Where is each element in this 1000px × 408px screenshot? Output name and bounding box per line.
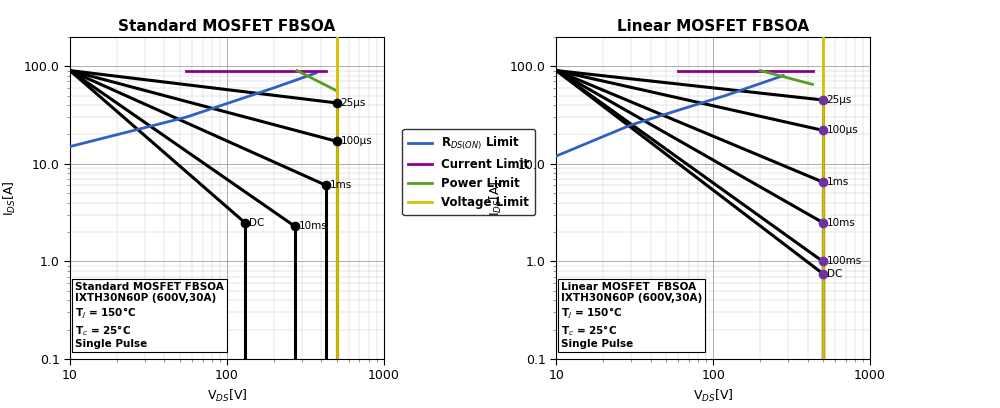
Text: 100μs: 100μs	[827, 125, 858, 135]
Text: 10ms: 10ms	[298, 221, 327, 231]
Y-axis label: I$_{DS}$[A]: I$_{DS}$[A]	[488, 180, 504, 216]
Text: Standard MOSFET FBSOA
IXTH30N60P (600V,30A)
T$_J$ = 150°C
T$_c$ = 25°C
Single Pu: Standard MOSFET FBSOA IXTH30N60P (600V,3…	[75, 282, 223, 349]
X-axis label: V$_{DS}$[V]: V$_{DS}$[V]	[207, 388, 247, 404]
Text: 1ms: 1ms	[330, 180, 352, 191]
Text: 100ms: 100ms	[827, 256, 862, 266]
Text: 25μs: 25μs	[340, 98, 366, 108]
Text: Linear MOSFET  FBSOA
IXTH30N60P (600V,30A)
T$_J$ = 150°C
T$_c$ = 25°C
Single Pul: Linear MOSFET FBSOA IXTH30N60P (600V,30A…	[561, 282, 702, 349]
Text: 100μs: 100μs	[340, 136, 372, 146]
Text: 1ms: 1ms	[827, 177, 849, 187]
Text: 10ms: 10ms	[827, 217, 855, 228]
Text: 25μs: 25μs	[827, 95, 852, 105]
Text: DC: DC	[249, 217, 264, 228]
Text: DC: DC	[827, 268, 842, 279]
Title: Standard MOSFET FBSOA: Standard MOSFET FBSOA	[118, 19, 335, 34]
Y-axis label: I$_{DS}$[A]: I$_{DS}$[A]	[2, 180, 18, 216]
Title: Linear MOSFET FBSOA: Linear MOSFET FBSOA	[617, 19, 809, 34]
Legend: R$_{DS(ON)}$ Limit, Current Limit, Power Limit, Voltage Limit: R$_{DS(ON)}$ Limit, Current Limit, Power…	[402, 129, 535, 215]
X-axis label: V$_{DS}$[V]: V$_{DS}$[V]	[693, 388, 733, 404]
